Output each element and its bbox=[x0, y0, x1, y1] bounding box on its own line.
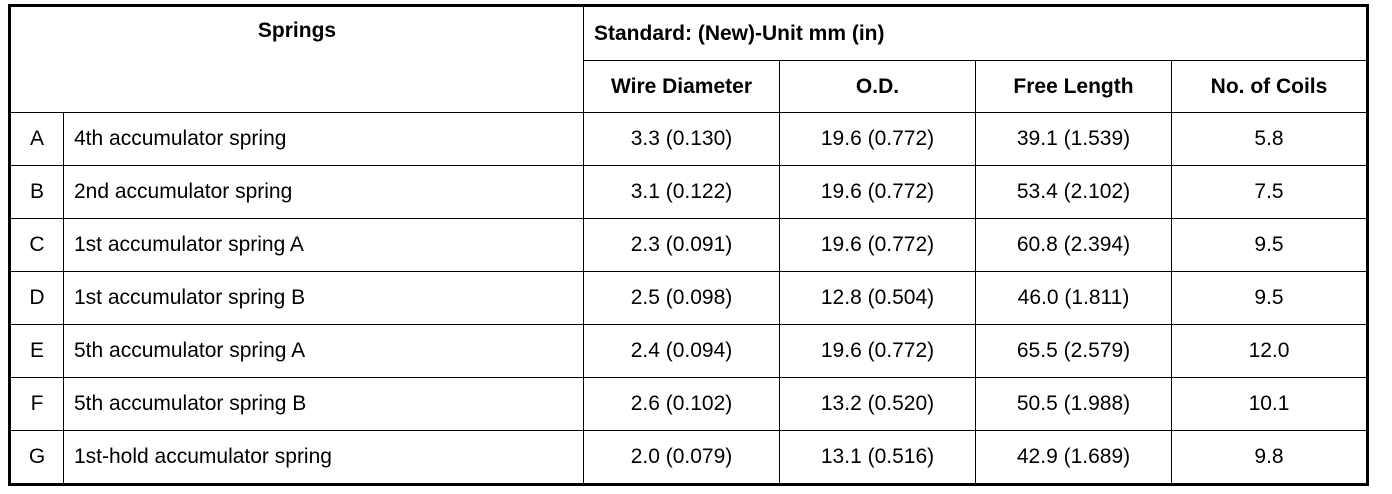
column-header: Free Length bbox=[975, 60, 1172, 113]
spec-cell: 2.6 (0.102) bbox=[583, 377, 780, 431]
table-row: C 1st accumulator spring A 2.3 (0.091) 19.6… bbox=[9, 218, 1368, 272]
column-header: O.D. bbox=[779, 60, 976, 113]
spec-cell: 46.0 (1.811) bbox=[975, 271, 1172, 325]
spring-name: 2nd accumulator spring bbox=[63, 165, 584, 219]
springs-header: Springs bbox=[9, 5, 584, 113]
spec-cell: 13.1 (0.516) bbox=[779, 430, 976, 485]
header-row: Springs Standard: (New)-Unit mm (in) bbox=[9, 5, 1368, 113]
table-row: D 1st accumulator spring B 2.5 (0.098) 12.8… bbox=[9, 271, 1368, 325]
header-row: Wire Diameter O.D. Free Length No. of Coils bbox=[10, 60, 1368, 113]
table-body: A 4th accumulator spring 3.3 (0.130) 19.6 (… bbox=[9, 112, 1368, 485]
spec-cell: 5.8 bbox=[1171, 112, 1368, 166]
table-row: G 1st-hold accumulator spring 2.0 (0.079) 1… bbox=[9, 430, 1368, 485]
spec-cell: 9.8 bbox=[1171, 430, 1368, 485]
spring-name: 5th accumulator spring A bbox=[63, 324, 584, 378]
column-header: No. of Coils bbox=[1171, 60, 1368, 113]
spec-cell: 12.8 (0.504) bbox=[779, 271, 976, 325]
spec-cell: 2.4 (0.094) bbox=[583, 324, 780, 378]
spec-cell: 12.0 bbox=[1171, 324, 1368, 378]
spec-cell: 42.9 (1.689) bbox=[975, 430, 1172, 485]
spec-cell: 3.1 (0.122) bbox=[583, 165, 780, 219]
table-row: A 4th accumulator spring 3.3 (0.130) 19.6 (… bbox=[9, 112, 1368, 166]
spec-cell: 19.6 (0.772) bbox=[779, 165, 976, 219]
spec-cell: 2.0 (0.079) bbox=[583, 430, 780, 485]
spec-cell: 3.3 (0.130) bbox=[583, 112, 780, 166]
spec-cell: 19.6 (0.772) bbox=[779, 324, 976, 378]
table-container: Springs Standard: (New)-Unit mm (in) Wir… bbox=[8, 4, 1369, 486]
table-row: B 2nd accumulator spring 3.1 (0.122) 19.6 (… bbox=[9, 165, 1368, 219]
column-header: Wire Diameter bbox=[583, 60, 780, 113]
spring-name: 4th accumulator spring bbox=[63, 112, 584, 166]
spec-cell: 50.5 (1.988) bbox=[975, 377, 1172, 431]
spring-table: Springs Standard: (New)-Unit mm (in) Wir… bbox=[8, 4, 1369, 486]
row-letter: B bbox=[9, 165, 64, 219]
row-letter: C bbox=[9, 218, 64, 272]
spec-cell: 60.8 (2.394) bbox=[975, 218, 1172, 272]
spec-cell: 2.3 (0.091) bbox=[583, 218, 780, 272]
spring-name: 1st accumulator spring A bbox=[63, 218, 584, 272]
spring-name: 1st accumulator spring B bbox=[63, 271, 584, 325]
spec-cell: 2.5 (0.098) bbox=[583, 271, 780, 325]
table-row: E 5th accumulator spring A 2.4 (0.094) 19.6… bbox=[9, 324, 1368, 378]
spec-cell: 53.4 (2.102) bbox=[975, 165, 1172, 219]
table-row: F 5th accumulator spring B 2.6 (0.102) 13.2… bbox=[9, 377, 1368, 431]
spring-name: 1st-hold accumulator spring bbox=[63, 430, 584, 485]
spec-cell: 19.6 (0.772) bbox=[779, 112, 976, 166]
spec-cell: 19.6 (0.772) bbox=[779, 218, 976, 272]
spec-cell: 9.5 bbox=[1171, 271, 1368, 325]
row-letter: A bbox=[9, 112, 64, 166]
spec-cell: 10.1 bbox=[1171, 377, 1368, 431]
row-letter: E bbox=[9, 324, 64, 378]
spec-cell: 39.1 (1.539) bbox=[975, 112, 1172, 166]
row-letter: F bbox=[9, 377, 64, 431]
row-letter: G bbox=[9, 430, 64, 485]
spec-cell: 9.5 bbox=[1171, 218, 1368, 272]
spec-cell: 65.5 (2.579) bbox=[975, 324, 1172, 378]
spring-name: 5th accumulator spring B bbox=[63, 377, 584, 431]
standard-header: Standard: (New)-Unit mm (in) bbox=[583, 5, 1368, 61]
spec-cell: 13.2 (0.520) bbox=[779, 377, 976, 431]
spec-cell: 7.5 bbox=[1171, 165, 1368, 219]
row-letter: D bbox=[9, 271, 64, 325]
